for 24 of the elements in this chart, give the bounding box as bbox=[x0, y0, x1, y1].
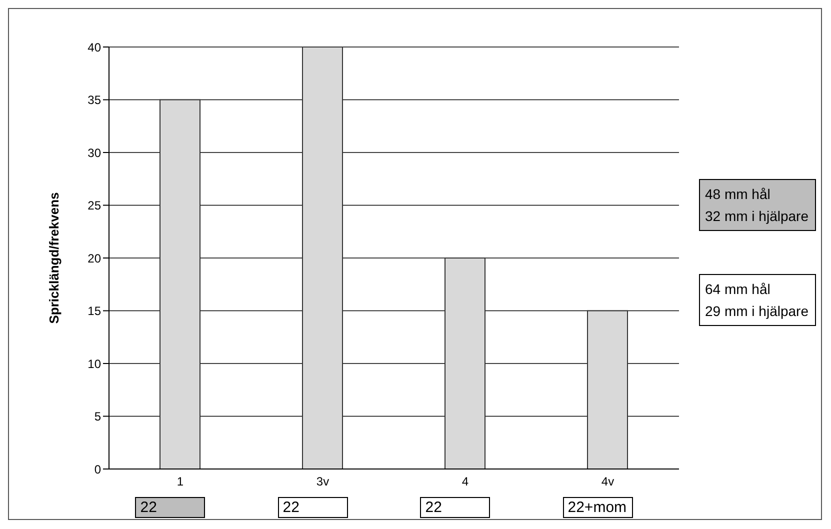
y-axis-title: Spricklängd/frekvens bbox=[46, 192, 62, 324]
y-tick-label: 40 bbox=[88, 40, 102, 54]
y-tick-label: 30 bbox=[88, 146, 102, 160]
bar bbox=[444, 258, 486, 469]
y-tick-label: 35 bbox=[88, 93, 102, 108]
bar bbox=[587, 310, 628, 469]
text: 22 bbox=[135, 497, 206, 518]
x-tick-label: 4v bbox=[601, 474, 614, 489]
y-tick-label: 5 bbox=[94, 410, 102, 424]
y-tick-label: 15 bbox=[88, 304, 102, 318]
text: 48 mm hål 32 mm i hjälpare bbox=[699, 179, 816, 231]
text: 22 bbox=[420, 497, 490, 518]
text: 22+mom bbox=[562, 497, 633, 518]
y-tick-label: 20 bbox=[88, 251, 102, 266]
text: 22 bbox=[278, 497, 348, 518]
y-tick-label: 25 bbox=[88, 198, 102, 213]
y-tick-label: 10 bbox=[88, 356, 102, 371]
bar bbox=[302, 47, 343, 469]
text: 64 mm hål 29 mm i hjälpare bbox=[699, 274, 816, 326]
y-tick-label: 0 bbox=[94, 462, 102, 476]
x-tick-label: 4 bbox=[462, 474, 469, 489]
x-tick-label: 3v bbox=[316, 474, 330, 489]
x-tick-label: 1 bbox=[176, 474, 184, 489]
bar bbox=[160, 99, 200, 469]
